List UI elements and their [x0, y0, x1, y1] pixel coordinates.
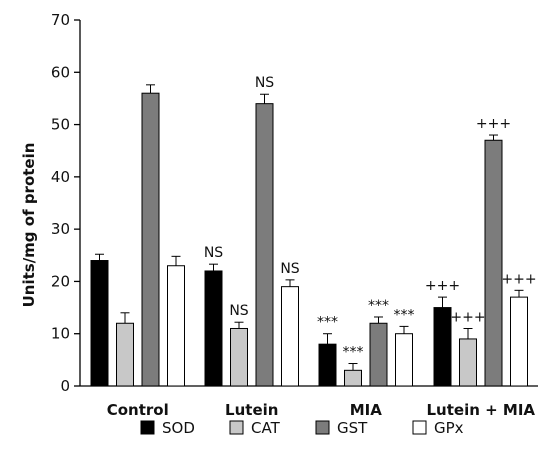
legend-swatch-sod — [140, 420, 155, 435]
bar-gst — [141, 92, 160, 387]
y-tick-label: 0 — [60, 377, 70, 395]
bar-gst — [255, 103, 274, 387]
y-tick-label: 60 — [51, 63, 70, 81]
legend: SOD CAT GST GPx — [140, 419, 464, 437]
y-tick-label: 10 — [51, 325, 70, 343]
bar-gpx — [395, 333, 413, 387]
significance-label: *** — [343, 345, 364, 361]
x-category-label: Control — [107, 401, 169, 419]
y-tick-label: 70 — [51, 11, 70, 29]
legend-label-sod: SOD — [162, 419, 195, 437]
significance-label: +++ — [476, 116, 511, 132]
bars — [90, 84, 528, 387]
significance-label: +++ — [501, 271, 536, 287]
y-axis-label: Units/mg of protein — [20, 143, 38, 308]
legend-label-gst: GST — [337, 419, 368, 437]
bar-sod — [318, 343, 337, 387]
y-tick-label: 30 — [51, 220, 70, 238]
annotations: NS NS NS NS *** *** *** *** +++ +++ +++ +++ — [204, 75, 537, 360]
y-tick-label: 50 — [51, 116, 70, 134]
legend-label-cat: CAT — [251, 419, 281, 437]
x-category-label: MIA — [350, 401, 383, 419]
bar-gst — [484, 139, 503, 387]
significance-label: +++ — [425, 278, 460, 294]
x-category-label: Lutein — [225, 401, 278, 419]
significance-label: +++ — [450, 309, 485, 325]
significance-label: *** — [368, 298, 389, 314]
bar-gpx — [510, 296, 528, 387]
legend-swatch-gpx — [412, 420, 427, 435]
significance-label: *** — [317, 315, 338, 331]
bar-sod — [90, 260, 109, 387]
bar-gpx — [281, 286, 299, 387]
bar-gpx — [167, 265, 185, 387]
legend-swatch-gst — [315, 420, 330, 435]
legend-label-gpx: GPx — [434, 419, 464, 437]
bar-sod — [204, 270, 223, 387]
x-category-labels: Control Lutein MIA Lutein + MIA — [107, 401, 536, 419]
significance-label: *** — [394, 307, 415, 323]
bar-cat — [230, 327, 248, 387]
significance-label: NS — [255, 75, 274, 91]
x-category-label: Lutein + MIA — [426, 401, 535, 419]
bar-cat — [116, 322, 134, 387]
significance-label: NS — [280, 261, 299, 277]
y-tick-label: 20 — [51, 272, 70, 290]
bar-gst — [369, 322, 388, 387]
bar-sod — [433, 307, 452, 387]
y-tick-label: 40 — [51, 168, 70, 186]
legend-swatch-cat — [229, 420, 244, 435]
significance-label: NS — [229, 303, 248, 319]
significance-label: NS — [204, 245, 223, 261]
bar-cat — [459, 338, 477, 387]
bar-cat — [344, 369, 362, 387]
